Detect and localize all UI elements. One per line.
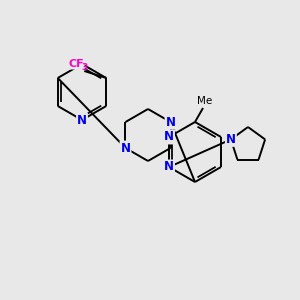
Text: Me: Me: [197, 96, 213, 106]
Text: N: N: [226, 133, 236, 146]
Text: 3: 3: [81, 62, 87, 71]
Text: N: N: [166, 116, 176, 128]
Text: N: N: [164, 130, 174, 143]
Text: N: N: [164, 160, 174, 173]
Text: CF: CF: [68, 59, 84, 69]
Text: N: N: [77, 113, 87, 127]
Text: N: N: [121, 142, 130, 154]
